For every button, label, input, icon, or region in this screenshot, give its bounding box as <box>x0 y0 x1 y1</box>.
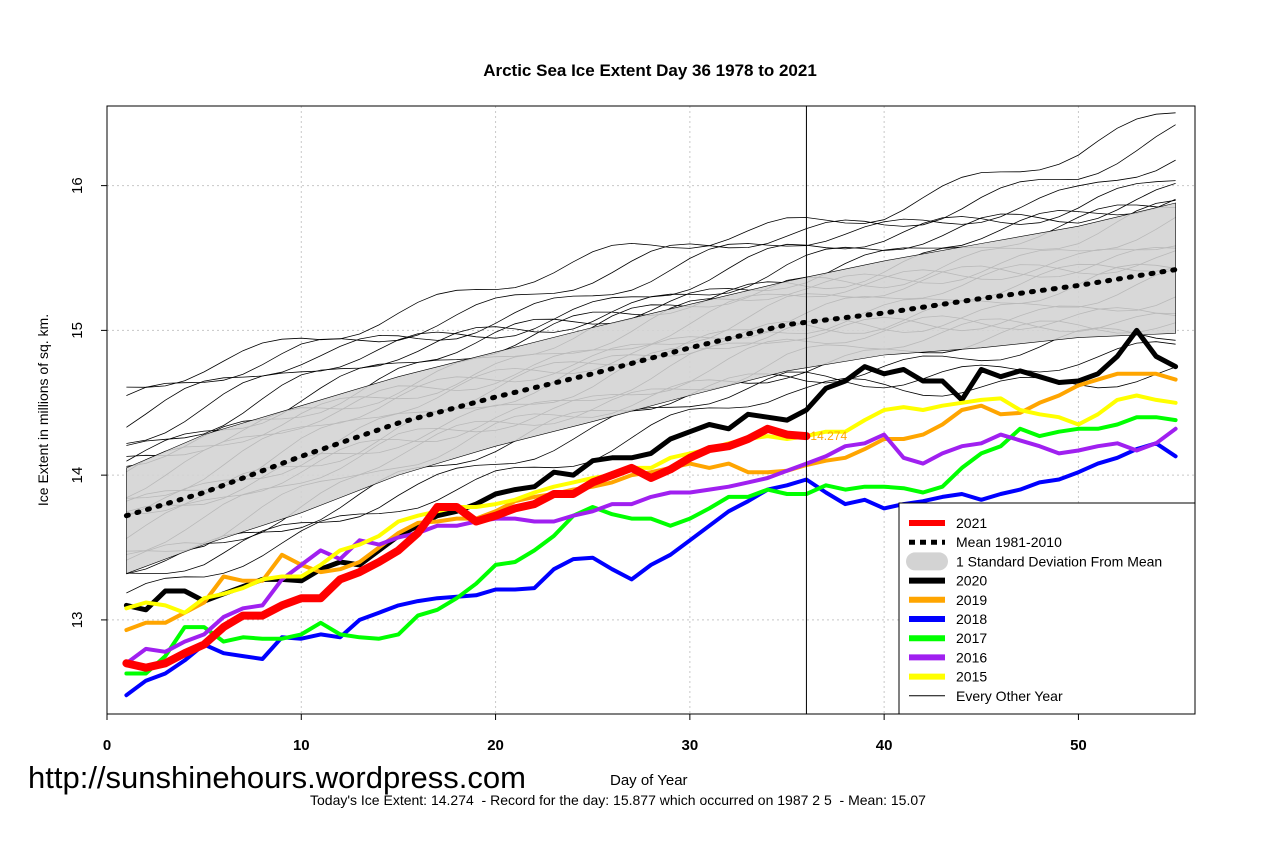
legend-label: 2021 <box>956 515 987 531</box>
other-year-line <box>126 198 1176 462</box>
x-tick-label: 20 <box>487 737 504 754</box>
legend-label: Mean 1981-2010 <box>956 534 1062 550</box>
y-tick-label: 16 <box>69 177 86 194</box>
watermark: http://sunshinehours.wordpress.com <box>28 760 526 795</box>
x-tick-label: 30 <box>682 737 699 754</box>
other-year-line <box>126 159 1176 428</box>
mean-line <box>123 267 1179 519</box>
legend-label: 2018 <box>956 611 987 627</box>
x-tick-label: 40 <box>876 737 893 754</box>
legend-label: 1 Standard Deviation From Mean <box>956 553 1162 569</box>
other-year-line <box>126 327 1176 575</box>
y-tick-label: 13 <box>69 612 86 629</box>
x-tick-label: 10 <box>293 737 310 754</box>
chart-title: Arctic Sea Ice Extent Day 36 1978 to 202… <box>483 61 817 80</box>
series-line-2016 <box>124 426 1178 666</box>
legend-label: 2020 <box>956 573 987 589</box>
other-year-line <box>126 366 1176 594</box>
legend-label: 2015 <box>956 669 987 685</box>
series-line-2015 <box>124 393 1178 615</box>
legend-label: Every Other Year <box>956 688 1063 704</box>
y-tick-label: 15 <box>69 322 86 339</box>
axis-ticks: 0 10 20 30 40 50 13 14 15 16 <box>69 177 1087 754</box>
legend: 2021 Mean 1981-2010 1 Standard Deviation F… <box>898 502 1196 715</box>
year-series <box>122 327 1179 698</box>
sd-band-area <box>126 202 1176 575</box>
y-axis-label: Ice Extent in millions of sq. km. <box>35 314 51 506</box>
sd-band <box>126 202 1176 575</box>
legend-label: 2019 <box>956 592 987 608</box>
legend-swatch-band <box>906 552 948 571</box>
current-value-label: 14.274 <box>810 429 847 443</box>
other-year-line <box>126 341 1176 575</box>
y-tick-label: 14 <box>69 467 86 484</box>
footer-summary: Today's Ice Extent: 14.274 - Record for … <box>310 792 926 808</box>
other-year-line <box>126 180 1176 444</box>
other-year-line <box>126 124 1176 396</box>
plot-border <box>106 105 1196 715</box>
x-tick-label: 50 <box>1070 737 1087 754</box>
legend-label: 2016 <box>956 649 987 665</box>
x-tick-label: 0 <box>103 737 111 754</box>
series-line-2017 <box>124 415 1178 676</box>
x-axis-label: Day of Year <box>610 772 688 789</box>
other-year-line <box>126 112 1176 388</box>
series-line-2021 <box>122 424 811 672</box>
legend-label: 2017 <box>956 630 987 646</box>
legend-box <box>898 502 1196 715</box>
series-line-2018 <box>124 441 1178 698</box>
mean-series <box>123 267 1179 519</box>
series-line-2020 <box>123 327 1179 613</box>
plot-frame <box>106 105 1196 715</box>
